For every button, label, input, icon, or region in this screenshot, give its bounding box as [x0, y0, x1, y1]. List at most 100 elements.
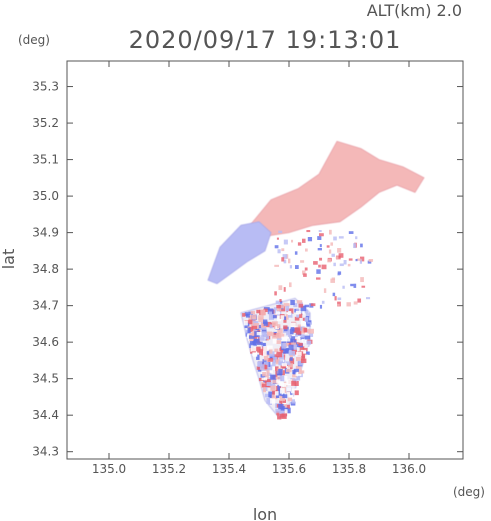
data-cell [299, 311, 303, 315]
data-cell [283, 287, 286, 292]
data-cell [264, 393, 270, 398]
northern-positive-area-region [249, 140, 425, 237]
data-cell [295, 265, 299, 269]
data-cell [248, 335, 255, 339]
data-cell [289, 282, 292, 288]
x-tick-label: 135.4 [212, 462, 246, 476]
data-cell [304, 304, 310, 308]
y-tick-label: 34.6 [32, 335, 59, 349]
data-cell [293, 371, 297, 375]
data-cell [256, 366, 261, 370]
data-cell [262, 342, 266, 348]
data-cell [290, 322, 296, 328]
data-cell [368, 259, 374, 262]
data-cell [316, 277, 321, 280]
data-cell [264, 350, 271, 356]
data-cell [290, 299, 295, 306]
data-cell [243, 320, 248, 326]
data-cell [247, 327, 251, 334]
data-cell [283, 239, 288, 245]
data-cell [283, 348, 289, 354]
data-cell [263, 332, 267, 338]
data-cell [342, 285, 345, 289]
data-cell [245, 314, 250, 318]
data-cell [279, 395, 285, 402]
data-cell [267, 308, 274, 315]
data-cell [318, 264, 321, 268]
data-cell [264, 333, 270, 339]
data-cell [268, 391, 275, 398]
data-cell [281, 376, 288, 381]
data-cell [281, 248, 285, 252]
data-cell [261, 328, 267, 333]
data-cell [280, 300, 283, 304]
data-cell [296, 336, 300, 343]
data-cell [302, 347, 308, 352]
data-cell [267, 345, 273, 350]
data-cell [296, 331, 302, 335]
data-cell [335, 256, 339, 260]
data-cell [295, 311, 302, 315]
data-cell [296, 357, 301, 362]
x-tick-label: 135.8 [332, 462, 366, 476]
data-cell [278, 333, 285, 338]
data-cell [338, 236, 344, 239]
data-cell [272, 379, 278, 384]
data-cell [259, 349, 263, 355]
data-cell [291, 239, 294, 243]
data-cell [257, 328, 261, 333]
data-cell [263, 350, 267, 356]
northwest-negative-area-region [207, 221, 272, 285]
data-cell [300, 320, 305, 327]
data-cell [300, 370, 305, 374]
data-cell [307, 347, 314, 353]
data-cell [338, 253, 344, 258]
data-cell [330, 278, 336, 283]
data-cell [270, 374, 276, 380]
data-cell [250, 310, 255, 315]
x-axis-unit: (deg) [453, 485, 485, 499]
data-cell [293, 344, 298, 350]
data-cell [254, 338, 260, 343]
data-cell [291, 399, 296, 404]
data-cell [337, 248, 342, 253]
data-cell [274, 245, 279, 249]
data-cell [263, 365, 268, 370]
data-cell [287, 301, 292, 305]
data-cell [292, 325, 297, 330]
data-cell [267, 332, 271, 336]
data-cell [281, 336, 287, 342]
y-tick-label: 34.8 [32, 262, 59, 276]
data-cell [259, 337, 265, 341]
data-cell [360, 243, 363, 248]
data-cell [318, 230, 322, 233]
scatter-cells [242, 229, 374, 420]
x-axis-label: lon [253, 505, 277, 521]
data-cell [294, 251, 298, 255]
data-cell [304, 267, 308, 271]
data-cell [301, 338, 307, 344]
data-cell [274, 291, 277, 296]
data-cell [279, 400, 283, 406]
data-cell [282, 399, 287, 403]
data-cell [303, 327, 308, 333]
data-cell [361, 285, 366, 288]
data-cell [287, 329, 292, 335]
data-cell [298, 360, 303, 366]
data-cell [272, 334, 278, 339]
data-cell [289, 265, 293, 269]
data-cell [281, 413, 287, 419]
data-cell [319, 244, 322, 248]
data-cell [309, 333, 314, 337]
data-cell [272, 354, 278, 359]
data-cell [286, 407, 291, 414]
y-tick-label: 34.9 [32, 226, 59, 240]
y-tick-label: 35.3 [32, 80, 59, 94]
data-cell [287, 397, 293, 402]
data-cell [275, 409, 281, 413]
data-cell [274, 377, 279, 381]
data-cell [299, 313, 303, 319]
y-tick-label: 35.1 [32, 153, 59, 167]
data-cell [285, 361, 291, 366]
